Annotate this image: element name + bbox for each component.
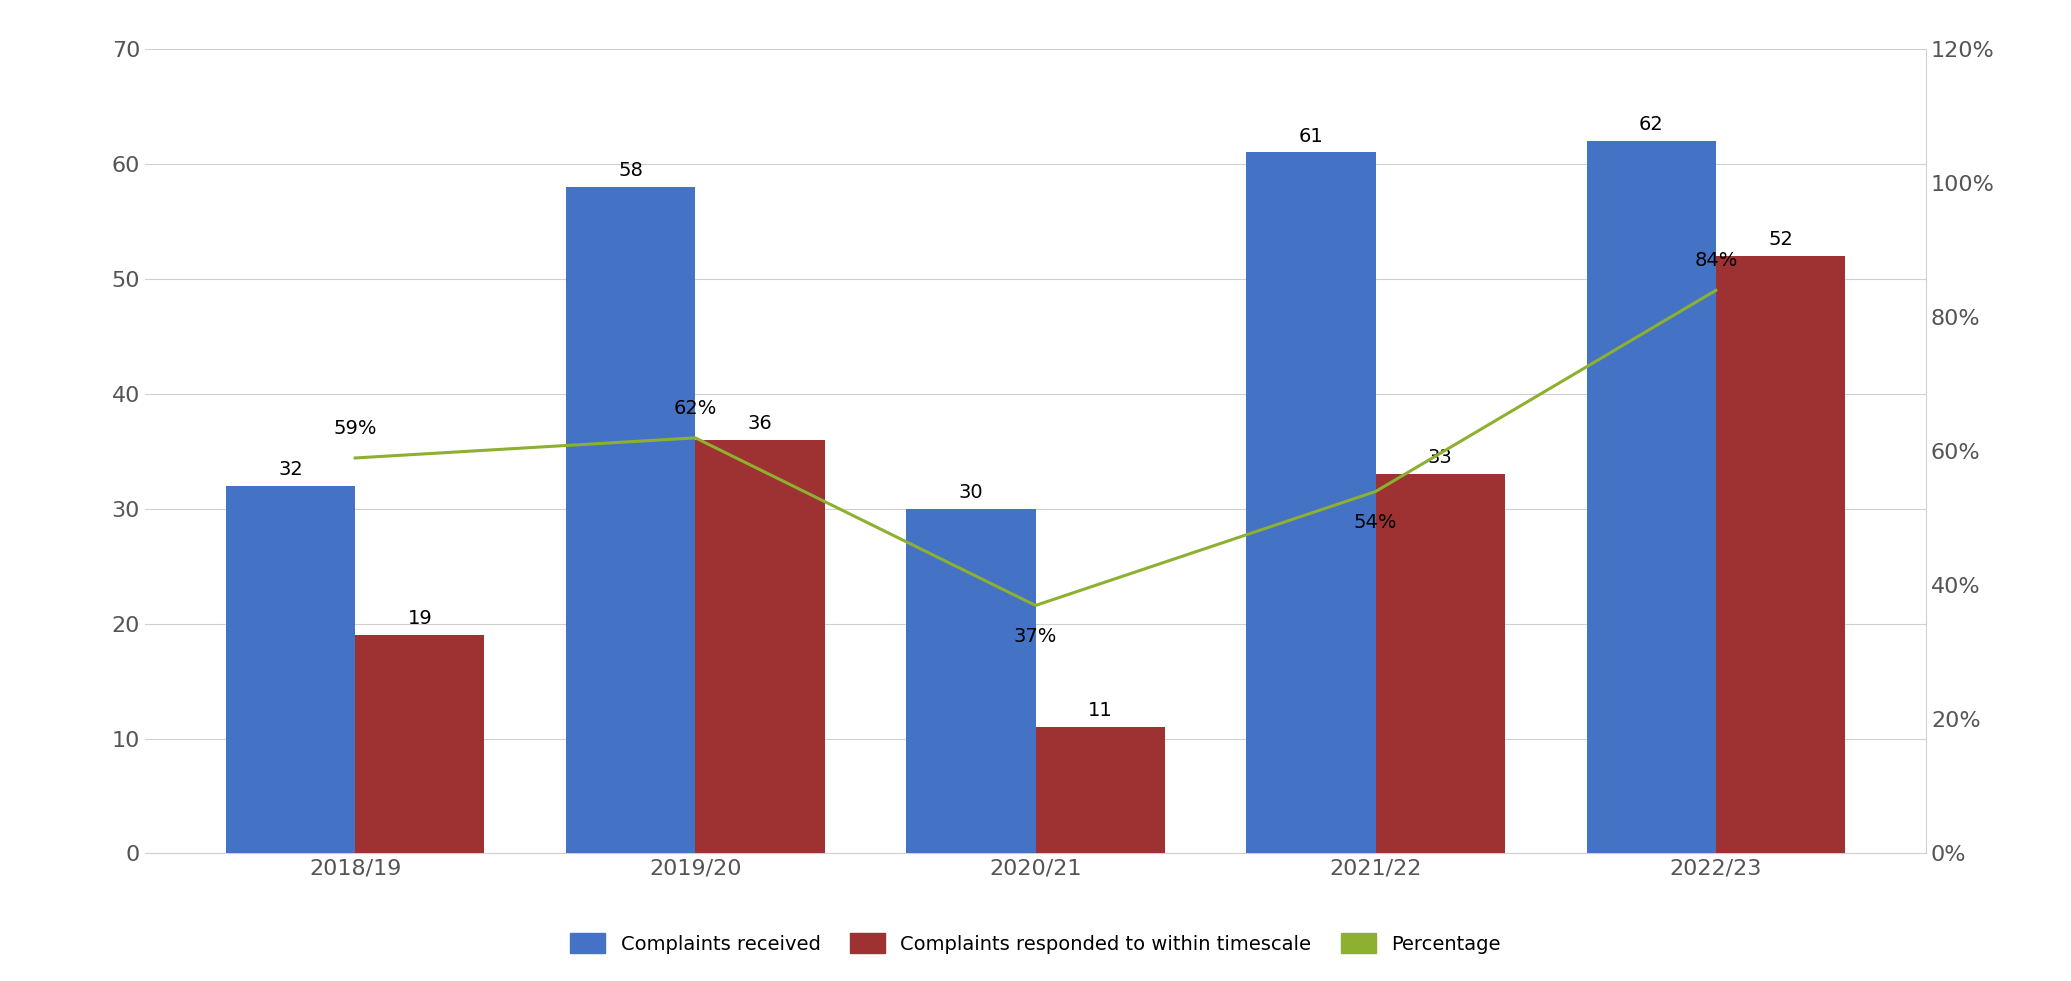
- Bar: [696, 439, 824, 853]
- Percentage: [683, 432, 708, 443]
- Text: 30: 30: [959, 483, 984, 502]
- Percentage: [1702, 284, 1727, 296]
- Bar: [1715, 256, 1845, 853]
- Text: 32: 32: [278, 460, 302, 479]
- Bar: [1036, 727, 1164, 853]
- Text: 52: 52: [1769, 230, 1793, 249]
- Text: 62: 62: [1638, 115, 1663, 134]
- Text: 19: 19: [408, 609, 433, 628]
- Text: 59%: 59%: [333, 419, 377, 438]
- Bar: [1247, 152, 1375, 853]
- Text: 84%: 84%: [1694, 251, 1738, 270]
- Legend: Complaints received, Complaints responded to within timescale, Percentage: Complaints received, Complaints responde…: [563, 925, 1508, 961]
- Text: 61: 61: [1299, 127, 1323, 145]
- Bar: [356, 635, 485, 853]
- Bar: [1375, 474, 1506, 853]
- Bar: [1586, 141, 1715, 853]
- Percentage: [1023, 599, 1048, 611]
- Text: 11: 11: [1087, 701, 1112, 720]
- Bar: [226, 486, 356, 853]
- Bar: [565, 187, 696, 853]
- Text: 36: 36: [748, 414, 772, 433]
- Text: 58: 58: [619, 161, 644, 181]
- Percentage: [1363, 486, 1388, 497]
- Percentage: [344, 452, 369, 464]
- Text: 37%: 37%: [1015, 627, 1056, 645]
- Text: 54%: 54%: [1354, 513, 1398, 532]
- Text: 62%: 62%: [673, 398, 717, 418]
- Text: 33: 33: [1427, 448, 1452, 467]
- Bar: [907, 509, 1036, 853]
- Line: Percentage: Percentage: [356, 290, 1715, 605]
